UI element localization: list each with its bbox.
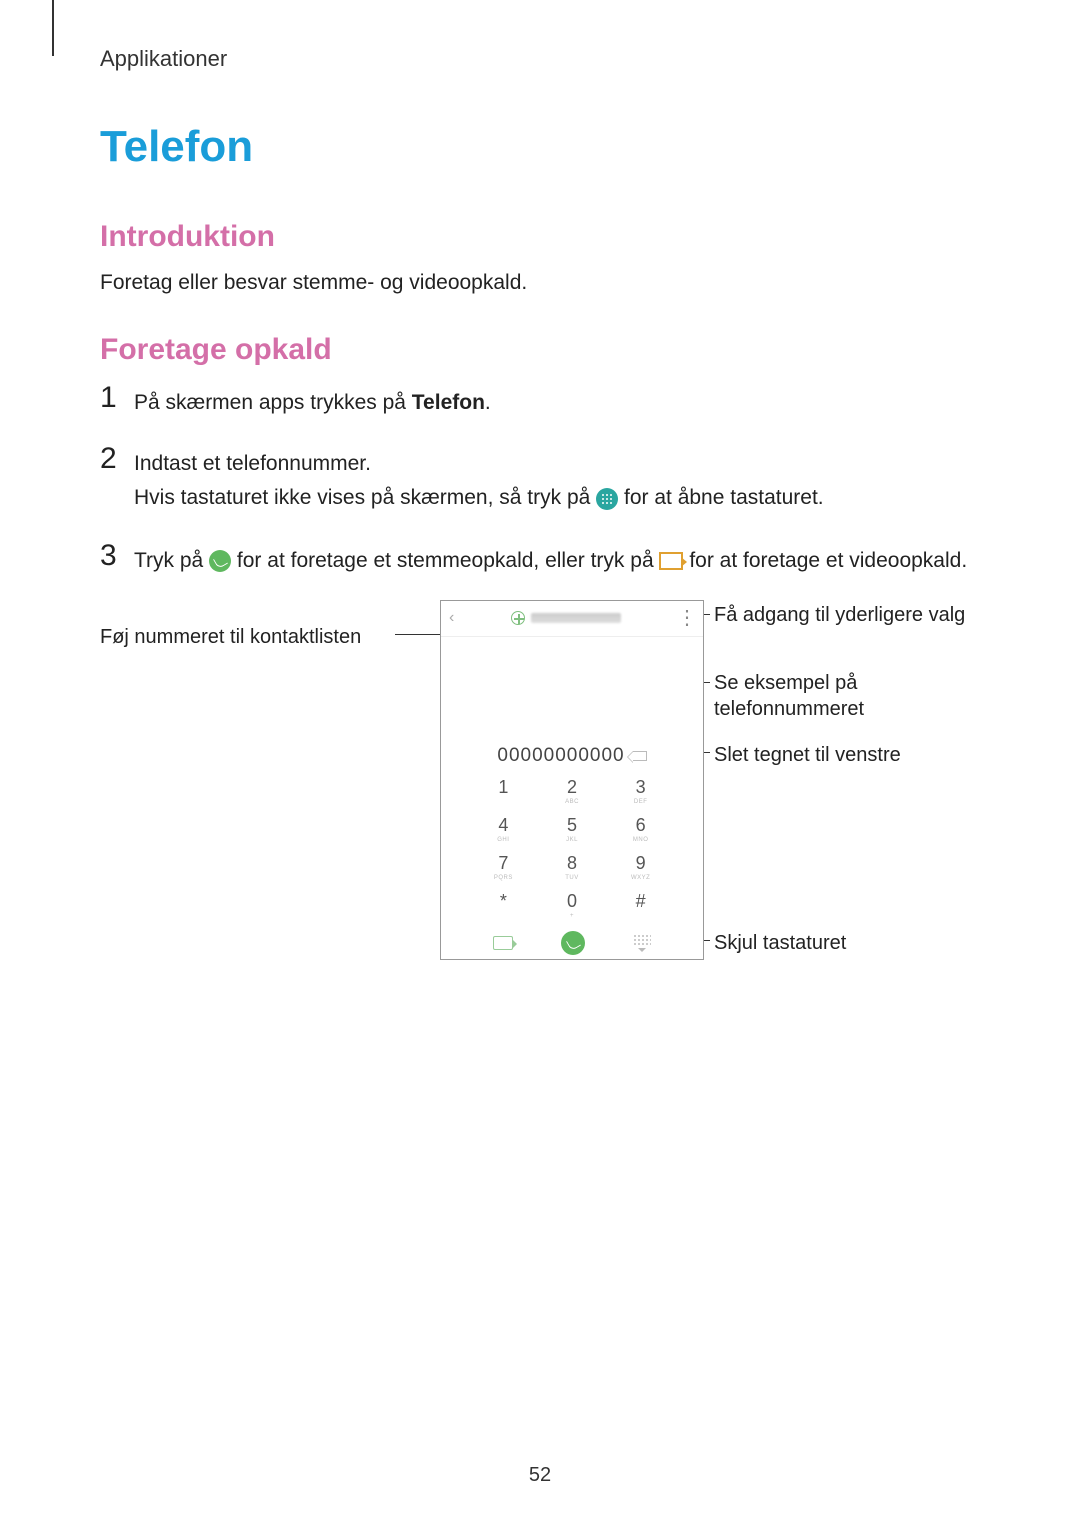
phone-spacer	[441, 637, 703, 741]
page-number: 52	[0, 1464, 1080, 1487]
callout-preview-l2: telefonnummeret	[714, 698, 864, 720]
step2-l2a: Hvis tastaturet ikke vises på skærmen, s…	[134, 486, 596, 509]
dialpad-open-icon	[596, 488, 618, 510]
keypad-key-sub	[606, 913, 675, 919]
callout-preview-l1: Se eksempel på	[714, 672, 857, 694]
callout-hide-keyboard: Skjul tastaturet	[714, 930, 846, 956]
keypad-key[interactable]: *	[469, 891, 538, 919]
step1-pre: På skærmen apps trykkes på	[134, 391, 412, 414]
step3-c: for at foretage et videoopkald.	[689, 549, 967, 572]
voice-call-button-icon[interactable]	[561, 931, 585, 955]
keypad-key-sub: GHI	[469, 837, 538, 843]
contact-name-blur	[531, 613, 621, 623]
keypad-key[interactable]: 8TUV	[538, 853, 607, 881]
step1-post: .	[485, 391, 491, 414]
keypad: 12ABC3DEF 4GHI5JKL6MNO 7PQRS8TUV9WXYZ *0+#	[441, 771, 703, 923]
entered-number: 00000000000	[497, 745, 624, 767]
step2-line2: Hvis tastaturet ikke vises på skærmen, s…	[134, 482, 824, 515]
keypad-key[interactable]: #	[606, 891, 675, 919]
side-rule	[52, 0, 54, 56]
phone-topbar: ‹ ⋮	[441, 601, 703, 637]
phone-screenshot: ‹ ⋮ 00000000000 12ABC3DEF 4GHI5JKL6MNO 7PQ…	[440, 600, 704, 960]
step2-line1: Indtast et telefonnummer.	[134, 448, 824, 481]
step-number: 3	[100, 539, 134, 572]
keypad-key-sub: PQRS	[469, 875, 538, 881]
step3-a: Tryk på	[134, 549, 209, 572]
keypad-key[interactable]: 0+	[538, 891, 607, 919]
video-call-button-icon[interactable]	[493, 936, 513, 950]
callout-delete-left: Slet tegnet til venstre	[714, 742, 901, 768]
callout-more-options: Få adgang til yderligere valg	[714, 602, 965, 628]
phone-figure: Føj nummeret til kontaktlisten Få adgang…	[100, 600, 990, 1030]
step-number: 2	[100, 442, 134, 475]
step-number: 1	[100, 381, 134, 414]
keypad-key-sub: WXYZ	[606, 875, 675, 881]
intro-text: Foretag eller besvar stemme- og videoopk…	[100, 268, 990, 297]
callout-add-contact: Føj nummeret til kontaktlisten	[100, 624, 400, 650]
intro-heading: Introduktion	[100, 220, 990, 254]
section-header: Applikationer	[100, 46, 990, 72]
keypad-key-sub: DEF	[606, 799, 675, 805]
step-body: Indtast et telefonnummer. Hvis tastature…	[134, 442, 824, 517]
keypad-key[interactable]: 2ABC	[538, 777, 607, 805]
more-options-icon[interactable]: ⋮	[677, 613, 695, 623]
keypad-key[interactable]: 1	[469, 777, 538, 805]
keypad-key[interactable]: 4GHI	[469, 815, 538, 843]
step-body: Tryk på for at foretage et stemmeopkald,…	[134, 539, 967, 578]
page: Applikationer Telefon Introduktion Foret…	[0, 0, 1080, 1527]
phone-bottom-bar	[441, 923, 703, 965]
keypad-key[interactable]: 6MNO	[606, 815, 675, 843]
keypad-key[interactable]: 5JKL	[538, 815, 607, 843]
keypad-key-sub	[469, 913, 538, 919]
keypad-key[interactable]: 7PQRS	[469, 853, 538, 881]
step-3: 3 Tryk på for at foretage et stemmeopkal…	[100, 539, 990, 578]
add-to-contacts-icon[interactable]	[511, 611, 525, 625]
backspace-icon[interactable]	[633, 751, 647, 761]
make-call-heading: Foretage opkald	[100, 333, 990, 367]
keypad-key-sub: JKL	[538, 837, 607, 843]
steps-list: 1 På skærmen apps trykkes på Telefon. 2 …	[100, 381, 990, 577]
step-2: 2 Indtast et telefonnummer. Hvis tastatu…	[100, 442, 990, 517]
step3-b: for at foretage et stemmeopkald, eller t…	[237, 549, 660, 572]
step2-l2b: for at åbne tastaturet.	[624, 486, 824, 509]
keypad-key-sub: +	[538, 913, 607, 919]
keypad-key[interactable]: 9WXYZ	[606, 853, 675, 881]
page-title: Telefon	[100, 122, 990, 172]
keypad-key-sub: TUV	[538, 875, 607, 881]
keypad-key[interactable]: 3DEF	[606, 777, 675, 805]
step-1: 1 På skærmen apps trykkes på Telefon.	[100, 381, 990, 420]
step1-bold: Telefon	[412, 391, 485, 414]
step-body: På skærmen apps trykkes på Telefon.	[134, 381, 491, 420]
keypad-key-sub: ABC	[538, 799, 607, 805]
callout-preview-number: Se eksempel på telefonnummeret	[714, 670, 864, 722]
video-call-icon	[659, 552, 683, 570]
voice-call-icon	[209, 550, 231, 572]
phone-number-row: 00000000000	[441, 741, 703, 771]
keypad-key-sub: MNO	[606, 837, 675, 843]
hide-keyboard-icon[interactable]	[633, 934, 651, 952]
back-chevron-icon[interactable]: ‹	[449, 609, 454, 627]
keypad-key-sub	[469, 799, 538, 805]
